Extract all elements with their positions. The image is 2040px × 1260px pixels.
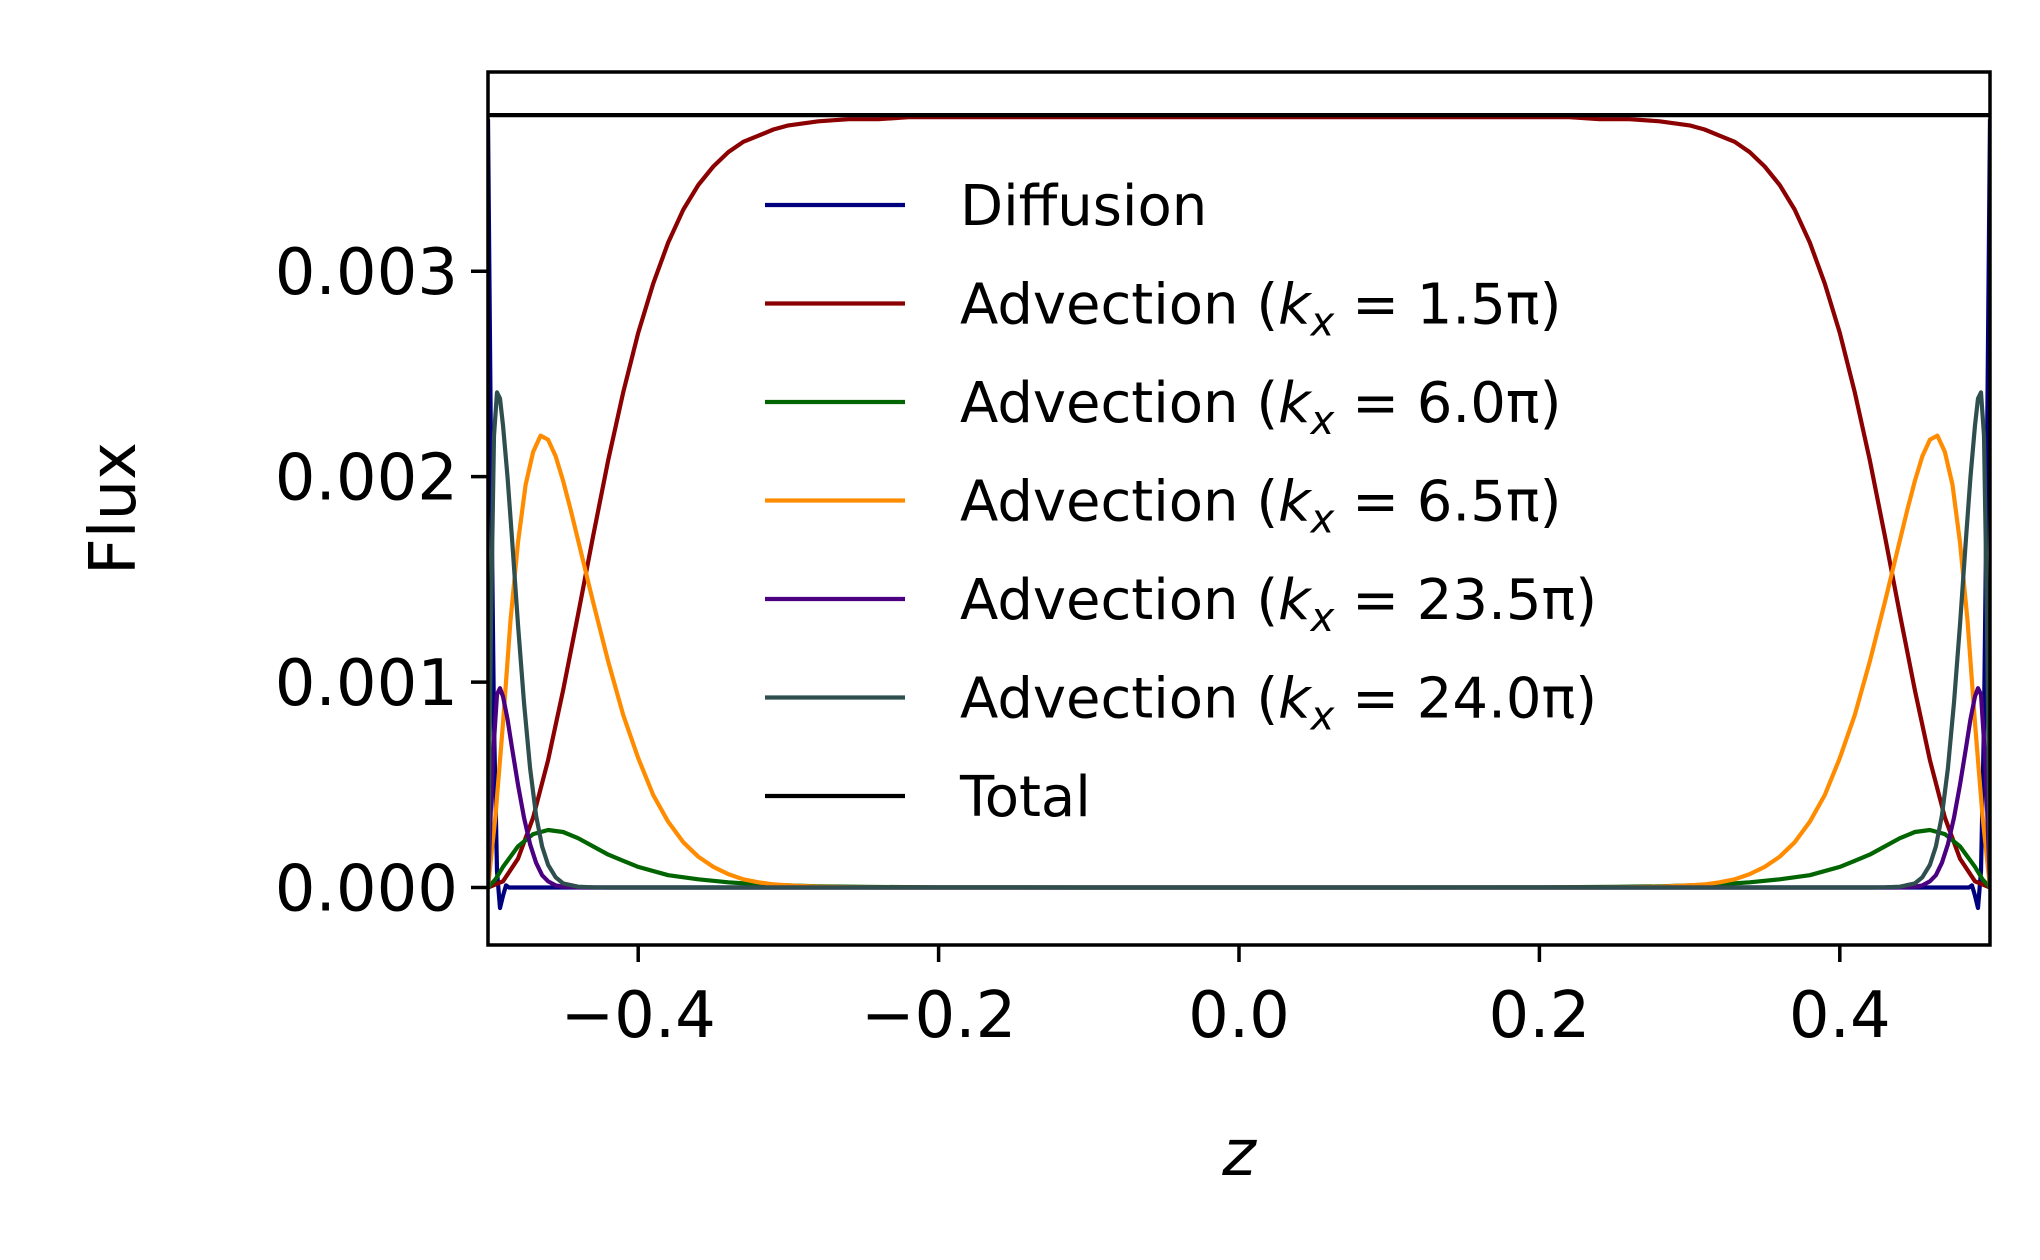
- x-tick-label: 0.0: [1188, 979, 1290, 1053]
- x-tick-label: 0.4: [1789, 979, 1891, 1053]
- y-axis-ticks: 0.000 0.001 0.002 0.003: [275, 236, 488, 926]
- y-tick-label: 0.003: [275, 236, 458, 310]
- y-tick-label: 0.000: [275, 852, 458, 926]
- legend: Diffusion Advection (kx = 1.5π) Advection …: [765, 174, 1597, 830]
- legend-label-1: Diffusion: [960, 174, 1207, 239]
- x-tick-label: 0.2: [1489, 979, 1591, 1053]
- x-tick-label: −0.2: [861, 979, 1016, 1053]
- series-line-3: [488, 827, 1990, 890]
- x-axis-ticks: −0.4 −0.2 0.0 0.2 0.4: [560, 945, 1891, 1053]
- x-axis-label: z: [1221, 1117, 1257, 1191]
- legend-label-5: Advection (kx = 23.5π): [960, 568, 1597, 641]
- series-line-6: [488, 390, 1990, 890]
- y-tick-label: 0.002: [275, 442, 458, 516]
- y-tick-label: 0.001: [275, 647, 458, 721]
- legend-label-3: Advection (kx = 6.0π): [960, 371, 1561, 444]
- legend-label-6: Advection (kx = 24.0π): [960, 667, 1597, 740]
- series-layer: [488, 112, 1990, 911]
- y-axis-label: Flux: [77, 442, 151, 575]
- legend-label-2: Advection (kx = 1.5π): [960, 273, 1561, 346]
- legend-label-7: Total: [959, 765, 1091, 830]
- x-tick-label: −0.4: [560, 979, 715, 1053]
- legend-label-4: Advection (kx = 6.5π): [960, 470, 1561, 543]
